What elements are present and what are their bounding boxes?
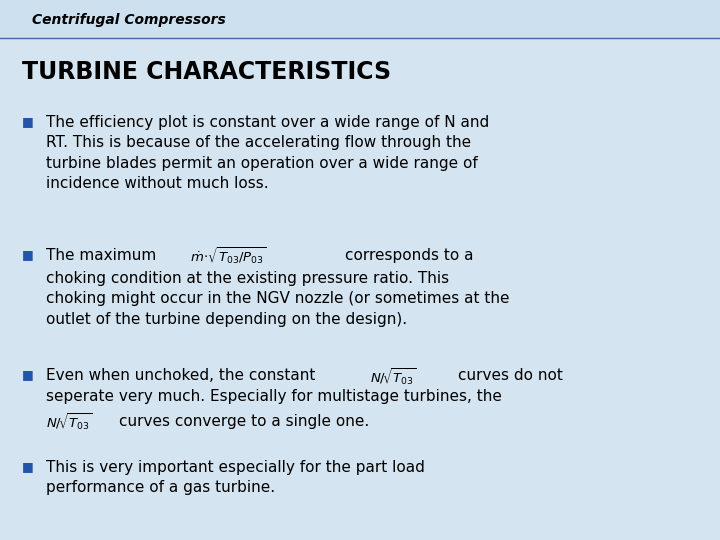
Text: seperate very much. Especially for multistage turbines, the: seperate very much. Especially for multi… (46, 389, 502, 404)
Text: ■: ■ (22, 115, 34, 128)
Text: $N/\!\sqrt{T_{03}}$: $N/\!\sqrt{T_{03}}$ (46, 412, 92, 433)
Text: ■: ■ (22, 460, 34, 473)
FancyBboxPatch shape (0, 0, 720, 38)
Text: Even when unchoked, the constant: Even when unchoked, the constant (46, 368, 315, 383)
Text: $N/\!\sqrt{T_{03}}$: $N/\!\sqrt{T_{03}}$ (370, 367, 416, 388)
Text: choking condition at the existing pressure ratio. This
choking might occur in th: choking condition at the existing pressu… (46, 271, 510, 327)
Text: TURBINE CHARACTERISTICS: TURBINE CHARACTERISTICS (22, 60, 391, 84)
Text: The maximum: The maximum (46, 248, 156, 263)
Text: curves converge to a single one.: curves converge to a single one. (119, 414, 369, 429)
Text: curves do not: curves do not (458, 368, 563, 383)
Text: The efficiency plot is constant over a wide range of N and
RT. This is because o: The efficiency plot is constant over a w… (46, 115, 490, 191)
Text: ■: ■ (22, 248, 34, 261)
Text: This is very important especially for the part load
performance of a gas turbine: This is very important especially for th… (46, 460, 425, 495)
Text: Centrifugal Compressors: Centrifugal Compressors (32, 13, 226, 27)
Text: ■: ■ (22, 368, 34, 381)
FancyBboxPatch shape (0, 38, 720, 540)
Text: $\dot{m}\!\cdot\!\sqrt{T_{03}/P_{03}}$: $\dot{m}\!\cdot\!\sqrt{T_{03}/P_{03}}$ (190, 246, 266, 267)
Text: corresponds to a: corresponds to a (345, 248, 474, 263)
